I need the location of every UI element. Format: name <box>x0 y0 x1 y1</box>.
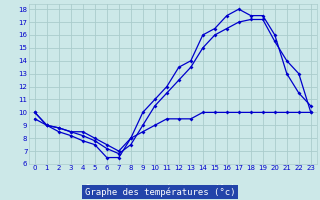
Text: Graphe des températures (°c): Graphe des températures (°c) <box>85 187 235 197</box>
Text: Graphe des températures (°c): Graphe des températures (°c) <box>85 184 235 193</box>
